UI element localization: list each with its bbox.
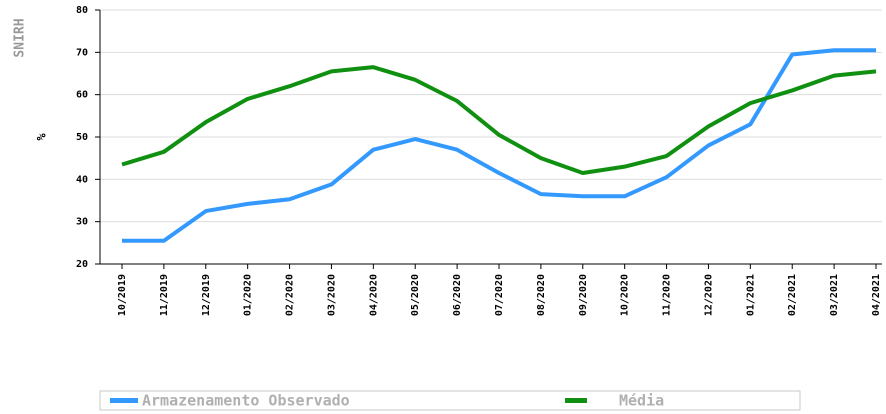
x-tick-label: 11/2019 — [159, 274, 170, 316]
series-line — [122, 48, 876, 243]
x-tick-label: 03/2021 — [829, 274, 840, 316]
x-tick-label: 10/2020 — [620, 274, 631, 316]
y-axis-label: % — [35, 133, 49, 141]
legend-box — [99, 390, 801, 411]
x-tick-label: 03/2020 — [326, 274, 337, 316]
x-tick-label: 02/2021 — [787, 274, 798, 316]
legend-swatch — [110, 398, 138, 403]
y-tick-label: 80 — [76, 5, 88, 16]
series-line — [121, 65, 877, 175]
y-tick-label: 20 — [76, 259, 88, 270]
y-tick-label: 50 — [76, 132, 88, 143]
x-tick-label: 08/2020 — [536, 274, 547, 316]
x-tick-label: 04/2020 — [368, 274, 379, 316]
x-tick-label: 12/2020 — [703, 274, 714, 316]
x-tick-label: 07/2020 — [494, 274, 505, 316]
x-tick-label: 06/2020 — [452, 274, 463, 316]
x-tick-label: 09/2020 — [578, 274, 589, 316]
x-tick-label: 10/2019 — [117, 274, 128, 316]
x-tick-label: 04/2021 — [871, 274, 882, 316]
watermark: SNIRH — [13, 18, 28, 57]
x-tick-label: 01/2021 — [745, 274, 756, 316]
y-tick-label: 60 — [76, 90, 88, 101]
legend-text: Média — [619, 392, 664, 410]
x-tick-label: 01/2020 — [243, 274, 254, 316]
x-tick-label: 05/2020 — [410, 274, 421, 316]
y-tick-label: 40 — [76, 174, 88, 185]
x-tick-label: 12/2019 — [201, 274, 212, 316]
legend-text: Armazenamento Observado — [142, 392, 350, 410]
x-tick-label: 11/2020 — [662, 274, 673, 316]
y-tick-label: 30 — [76, 217, 88, 228]
y-tick-label: 70 — [76, 47, 88, 58]
x-tick-label: 02/2020 — [285, 274, 296, 316]
legend-swatch — [565, 398, 587, 403]
